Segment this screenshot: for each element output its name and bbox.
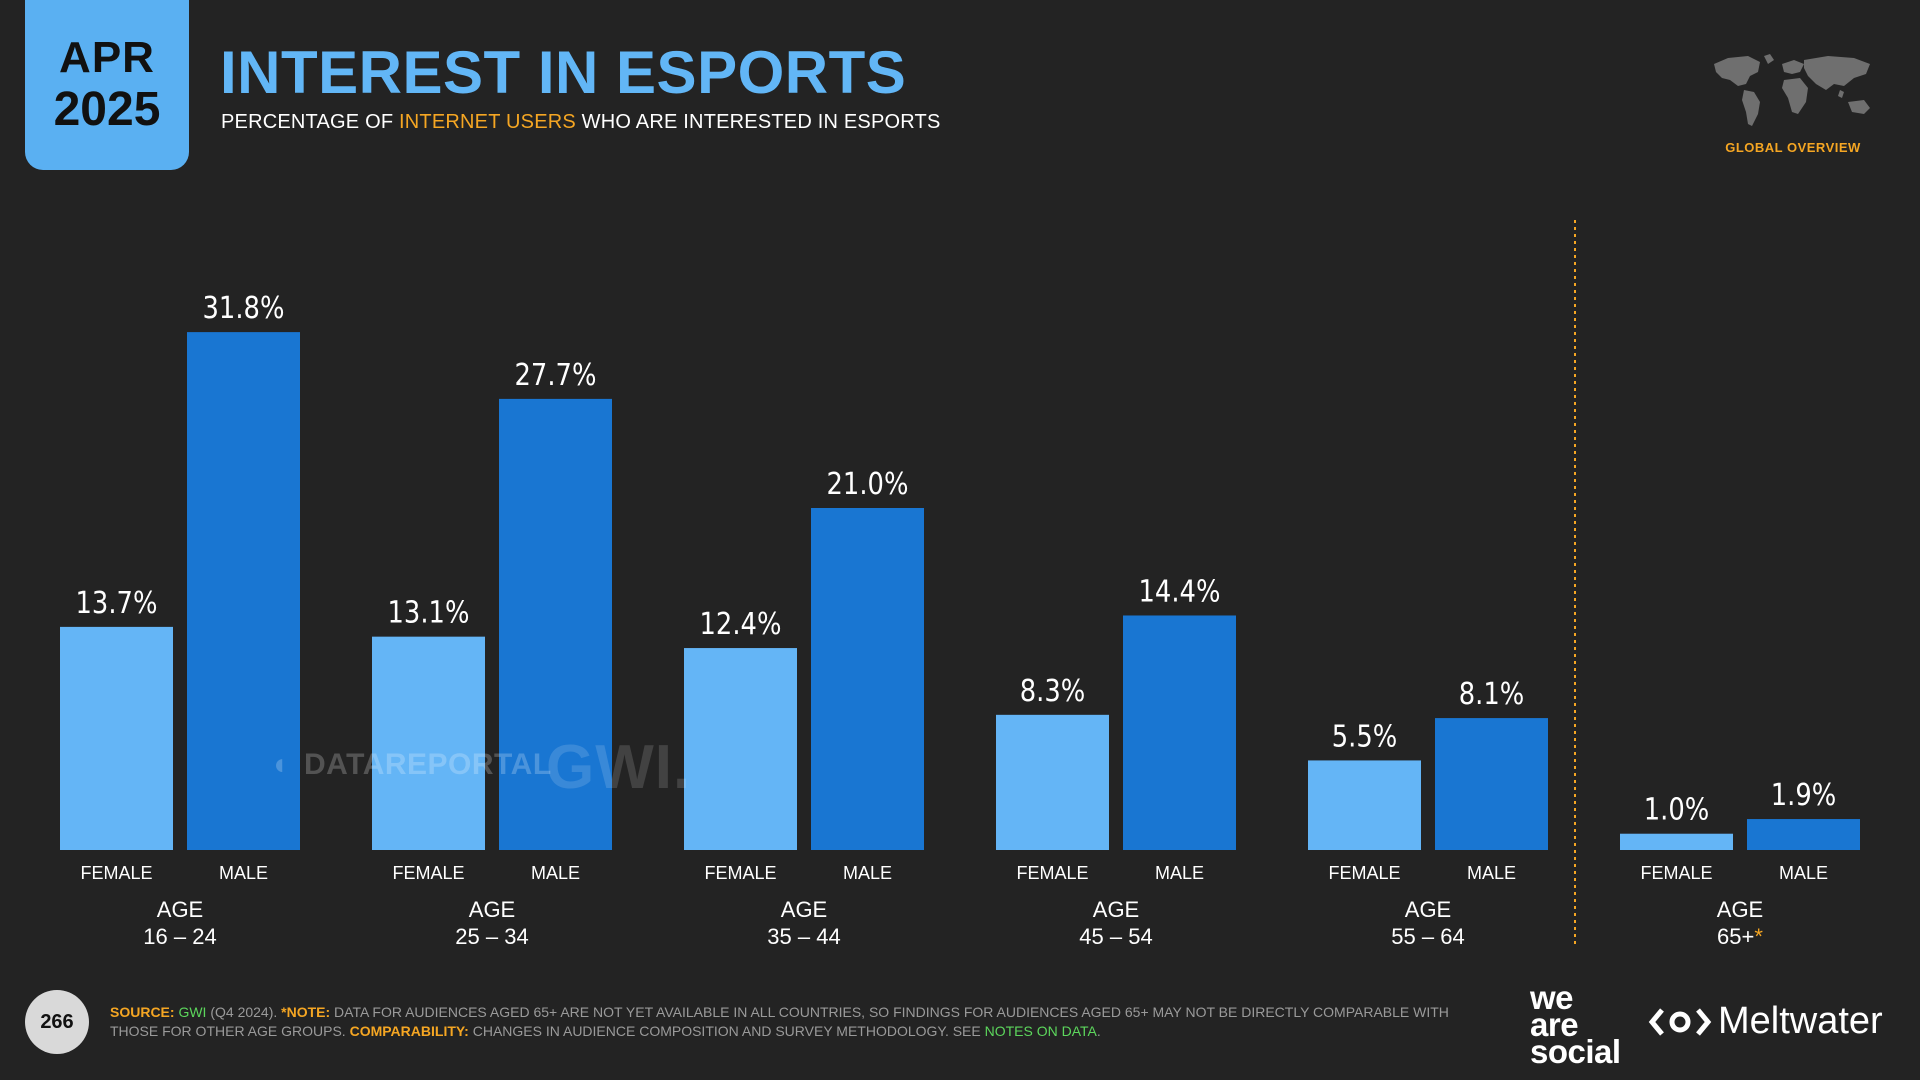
source-detail: (Q4 2024).: [206, 1004, 282, 1020]
datareportal-logo-icon: ◖: [270, 748, 289, 781]
age-range-3: 45 – 54: [1079, 924, 1152, 949]
bar-female-4: [1308, 760, 1421, 850]
data-label-female-5: 1.0%: [1644, 792, 1710, 827]
world-map-icon: [1714, 54, 1870, 126]
age-range-1: 25 – 34: [455, 924, 528, 949]
page-subtitle: PERCENTAGE OF INTERNET USERS WHO ARE INT…: [221, 111, 941, 134]
brand-line-1: we: [1530, 979, 1574, 1016]
series-label-female-3: FEMALE: [1016, 863, 1088, 883]
source-label: SOURCE:: [110, 1004, 175, 1020]
page-title: INTEREST IN ESPORTS: [220, 39, 907, 106]
comparability-label: COMPARABILITY:: [349, 1023, 469, 1039]
age-asterisk: *: [1754, 924, 1763, 949]
bar-female-2: [684, 648, 797, 850]
note-text: DATA FOR AUDIENCES AGED 65+ ARE NOT YET …: [110, 1004, 1449, 1039]
bar-male-5: [1747, 819, 1860, 850]
series-label-female-1: FEMALE: [392, 863, 464, 883]
age-range-0: 16 – 24: [143, 924, 216, 949]
bar-female-0: [60, 626, 173, 850]
age-label-2: AGE: [781, 897, 827, 922]
bar-male-0: [187, 332, 300, 851]
brand-line-3: social: [1530, 1033, 1621, 1070]
date-badge: APR 2025: [25, 0, 189, 170]
meltwater-text: Meltwater: [1718, 1000, 1883, 1042]
age-range-4: 55 – 64: [1391, 924, 1464, 949]
bar-female-1: [372, 636, 485, 850]
subtitle-post: WHO ARE INTERESTED IN ESPORTS: [575, 111, 941, 133]
data-label-male-4: 8.1%: [1459, 676, 1525, 711]
we-are-social-logo: we are social: [1530, 979, 1621, 1070]
data-label-male-1: 27.7%: [515, 357, 597, 392]
age-label-5: AGE: [1717, 897, 1763, 922]
bar-female-3: [996, 714, 1109, 850]
series-label-male-2: MALE: [843, 863, 892, 883]
date-year: 2025: [53, 83, 161, 136]
page-number: 266: [25, 990, 89, 1054]
series-label-female-4: FEMALE: [1328, 863, 1400, 883]
series-label-female-0: FEMALE: [80, 863, 152, 883]
data-label-male-3: 14.4%: [1139, 574, 1221, 609]
data-label-female-2: 12.4%: [700, 606, 782, 641]
bar-male-4: [1435, 718, 1548, 850]
brand-line-2: are: [1530, 1006, 1579, 1043]
gwi-watermark: GWI.: [546, 733, 692, 802]
series-label-female-2: FEMALE: [704, 863, 776, 883]
age-label-4: AGE: [1405, 897, 1451, 922]
meltwater-logo-icon: [1648, 1007, 1712, 1036]
comparability-text: CHANGES IN AUDIENCE COMPOSITION AND SURV…: [468, 1023, 985, 1039]
data-label-male-5: 1.9%: [1771, 777, 1837, 812]
series-label-female-5: FEMALE: [1640, 863, 1712, 883]
age-label-0: AGE: [157, 897, 203, 922]
series-label-male-1: MALE: [531, 863, 580, 883]
age-label-3: AGE: [1093, 897, 1139, 922]
region-label: GLOBAL OVERVIEW: [1725, 140, 1861, 155]
data-label-female-0: 13.7%: [76, 585, 158, 620]
series-label-male-4: MALE: [1467, 863, 1516, 883]
notes-on-data-link[interactable]: NOTES ON DATA: [984, 1023, 1097, 1039]
bar-male-2: [811, 508, 924, 850]
age-range-2: 35 – 44: [767, 924, 840, 949]
data-label-female-3: 8.3%: [1020, 673, 1086, 708]
subtitle-pre: PERCENTAGE OF: [221, 111, 400, 133]
data-label-female-4: 5.5%: [1332, 719, 1398, 754]
age-label-1: AGE: [469, 897, 515, 922]
bar-male-1: [499, 398, 612, 850]
series-label-male-0: MALE: [219, 863, 268, 883]
bar-male-3: [1123, 615, 1236, 850]
footnote-end: .: [1096, 1023, 1101, 1039]
data-label-male-2: 21.0%: [827, 466, 909, 501]
source-footnote: SOURCE: GWI (Q4 2024). *NOTE: DATA FOR A…: [110, 1003, 1490, 1041]
date-month: APR: [59, 33, 155, 82]
note-label: *NOTE:: [281, 1004, 331, 1020]
series-label-male-3: MALE: [1155, 863, 1204, 883]
meltwater-logo: Meltwater: [1648, 1000, 1883, 1043]
datareportal-watermark: ◖ DATAREPORTAL: [270, 748, 552, 782]
source-value: GWI: [178, 1004, 207, 1020]
data-label-female-1: 13.1%: [388, 595, 470, 630]
bar-female-5: [1620, 833, 1733, 850]
series-label-male-5: MALE: [1779, 863, 1828, 883]
data-label-male-0: 31.8%: [203, 290, 285, 325]
age-range-5: 65+*: [1717, 924, 1763, 949]
subtitle-highlight: INTERNET USERS: [399, 111, 576, 133]
datareportal-text: DATAREPORTAL: [304, 748, 552, 781]
